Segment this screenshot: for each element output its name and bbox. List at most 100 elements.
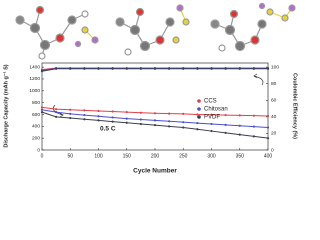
data-point	[224, 113, 227, 117]
molecule-2	[115, 4, 190, 56]
data-point	[182, 67, 185, 70]
x-tick-label: 0	[41, 153, 44, 159]
data-point	[111, 116, 114, 119]
x-tick-label: 100	[94, 153, 103, 159]
data-point	[182, 112, 185, 115]
plot-frame	[41, 62, 269, 151]
y2-tick-label: 100	[271, 64, 279, 70]
y-tick-label: 0	[37, 147, 40, 153]
data-point	[111, 110, 114, 113]
legend-label: CCS	[204, 99, 217, 105]
figure: Discharge Capacity (mAh g⁻¹ S) Coulombic…	[2, 2, 298, 175]
data-point	[168, 120, 171, 123]
data-point	[153, 112, 157, 115]
y-tick-label: 1000	[29, 88, 40, 94]
y2-tick-label: 40	[271, 114, 277, 120]
data-point	[83, 118, 86, 121]
data-point	[40, 108, 44, 111]
data-point	[83, 109, 86, 112]
data-point	[182, 126, 185, 129]
molecule-3	[210, 2, 296, 52]
data-point	[210, 122, 213, 126]
data-point	[69, 116, 72, 120]
molecule-structures	[15, 2, 296, 60]
data-point	[69, 112, 72, 115]
legend-marker	[197, 99, 201, 103]
data-point	[97, 115, 100, 118]
data-point	[139, 67, 142, 70]
data-point	[252, 114, 255, 117]
data-point	[125, 117, 128, 120]
data-point	[111, 67, 114, 70]
data-point	[210, 113, 213, 116]
y-tick-label: 600	[32, 112, 40, 118]
x-tick-label: 50	[67, 153, 73, 159]
data-point	[97, 119, 100, 122]
data-point	[266, 114, 270, 118]
x-tick-label: 350	[236, 153, 245, 159]
annotation: 0.5 C	[100, 126, 116, 133]
data-point	[196, 67, 199, 70]
data-point	[252, 125, 255, 128]
data-point	[125, 121, 128, 124]
data-point	[69, 67, 72, 70]
y-tick-label: 800	[32, 100, 40, 106]
y2-tick-label: 80	[271, 81, 277, 87]
data-point	[168, 67, 171, 70]
data-point	[224, 67, 227, 70]
data-point	[196, 121, 199, 125]
data-point	[139, 122, 142, 126]
data-point	[97, 109, 100, 113]
y-tick-label: 400	[32, 124, 40, 130]
data-point	[238, 124, 241, 127]
x-axis-label: Cycle Number	[133, 168, 177, 175]
data-point	[83, 67, 86, 70]
data-point	[266, 126, 270, 129]
data-point	[40, 70, 44, 73]
data-point	[111, 120, 114, 123]
data-point	[69, 108, 72, 111]
data-point	[125, 111, 128, 114]
molecule-1	[15, 5, 99, 60]
data-point	[153, 124, 157, 127]
y-tick-label: 200	[32, 135, 40, 141]
data-point	[97, 67, 100, 70]
y2-tick-label: 0	[271, 147, 274, 153]
data-point	[238, 133, 241, 136]
data-point	[196, 128, 199, 131]
data-point	[224, 131, 227, 134]
data-point	[55, 108, 58, 111]
x-tick-label: 150	[123, 153, 132, 159]
data-point	[224, 123, 227, 126]
y-axis-label: Discharge Capacity (mAh g⁻¹ S)	[2, 64, 9, 147]
data-point	[125, 67, 128, 70]
y-tick-label: 1200	[29, 76, 40, 82]
data-point	[83, 113, 86, 117]
legend-label: Chitosan	[204, 107, 228, 113]
data-point	[168, 125, 171, 128]
data-point	[210, 129, 213, 133]
y2-axis-label: Coulombic Efficiency (%)	[292, 73, 298, 139]
legend-marker	[197, 107, 201, 111]
data-point	[266, 137, 270, 140]
data-point	[196, 113, 199, 116]
arrow-right	[253, 73, 264, 86]
data-point	[139, 111, 142, 114]
x-tick-label: 300	[207, 153, 216, 159]
x-tick-label: 250	[179, 153, 188, 159]
data-point	[252, 135, 255, 138]
data-point	[252, 67, 255, 70]
arrow-left	[52, 104, 64, 118]
y-tick-label: 1400	[29, 64, 40, 70]
data-point	[182, 121, 185, 124]
legend-marker	[197, 115, 201, 119]
data-point	[40, 106, 44, 109]
x-tick-label: 400	[264, 153, 273, 159]
data-point	[266, 67, 270, 70]
x-tick-label: 200	[151, 153, 160, 159]
y2-tick-label: 20	[271, 131, 277, 137]
data-point	[55, 67, 58, 70]
y2-tick-label: 60	[271, 98, 277, 104]
data-point	[40, 111, 44, 114]
data-point	[153, 67, 157, 70]
